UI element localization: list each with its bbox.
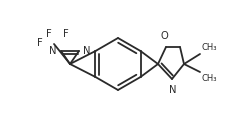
Text: CH₃: CH₃ xyxy=(202,43,218,52)
Text: N: N xyxy=(83,46,90,56)
Text: F: F xyxy=(37,38,43,48)
Text: F: F xyxy=(63,29,69,39)
Text: F: F xyxy=(46,29,52,39)
Text: O: O xyxy=(160,31,168,41)
Text: N: N xyxy=(169,85,177,95)
Text: N: N xyxy=(50,46,57,56)
Text: CH₃: CH₃ xyxy=(202,74,218,83)
